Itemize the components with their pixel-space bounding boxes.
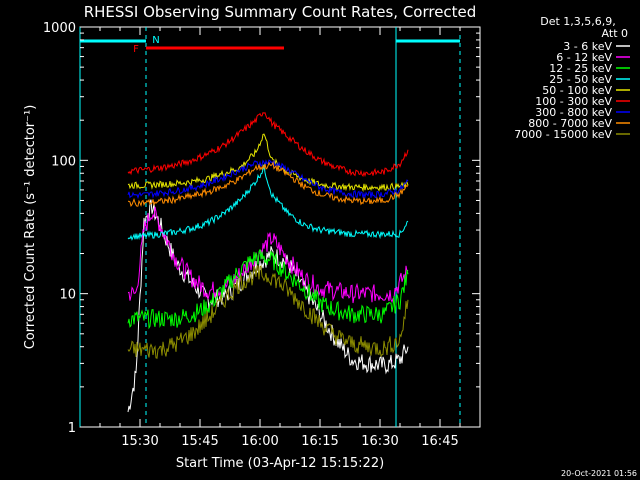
series-line-1 (127, 206, 409, 304)
plot-layer: FN (79, 27, 461, 427)
flag-label-f: F (133, 44, 139, 55)
legend-label-3: 25 - 50 keV (549, 73, 612, 86)
series-line-5 (127, 112, 409, 178)
series-line-0 (127, 199, 409, 413)
y-tick-label-0: 1 (68, 421, 76, 436)
x-tick-label-2: 16:00 (241, 434, 278, 449)
legend-label-0: 3 - 6 keV (563, 40, 612, 53)
series-line-6 (127, 159, 409, 200)
series-line-3 (127, 164, 409, 241)
x-tick-label-4: 16:30 (361, 434, 398, 449)
axes-layer: 15:30 15:45 16:00 16:15 16:30 16:45 1 10 100 1000 (43, 21, 480, 449)
legend-label-7: 800 - 7000 keV (528, 117, 612, 130)
x-tick-label-1: 15:45 (181, 434, 218, 449)
legend-label-4: 50 - 100 keV (542, 84, 612, 97)
y-tick-label-1: 10 (59, 288, 76, 303)
legend-label-6: 300 - 800 keV (535, 106, 612, 119)
legend-header-line1: Det 1,3,5,6,9, (540, 15, 616, 28)
flag-label-n: N (152, 35, 159, 46)
legend-label-2: 12 - 25 keV (549, 62, 612, 75)
x-tick-label-0: 15:30 (121, 434, 158, 449)
legend-label-1: 6 - 12 keV (556, 51, 612, 64)
y-axis-label: Corrected Count Rate (s⁻¹ detector⁻¹) (23, 105, 38, 350)
series-line-4 (127, 133, 409, 193)
legend-label-5: 100 - 300 keV (535, 95, 612, 108)
x-tick-label-5: 16:45 (421, 434, 458, 449)
series-line-2 (127, 249, 409, 330)
x-tick-label-3: 16:15 (301, 434, 338, 449)
series-line-7 (127, 161, 409, 208)
plot-frame (79, 26, 481, 428)
x-axis-label: Start Time (03-Apr-12 15:15:22) (176, 456, 384, 471)
y-tick-label-3: 1000 (43, 21, 76, 36)
y-tick-label-2: 100 (51, 154, 76, 169)
timestamp: 20-Oct-2021 01:56 (561, 469, 637, 478)
chart-title: RHESSI Observing Summary Count Rates, Co… (84, 3, 477, 21)
legend-header-line2: Att 0 (602, 27, 628, 40)
series-line-8 (127, 265, 409, 359)
legend-label-8: 7000 - 15000 keV (514, 128, 612, 141)
